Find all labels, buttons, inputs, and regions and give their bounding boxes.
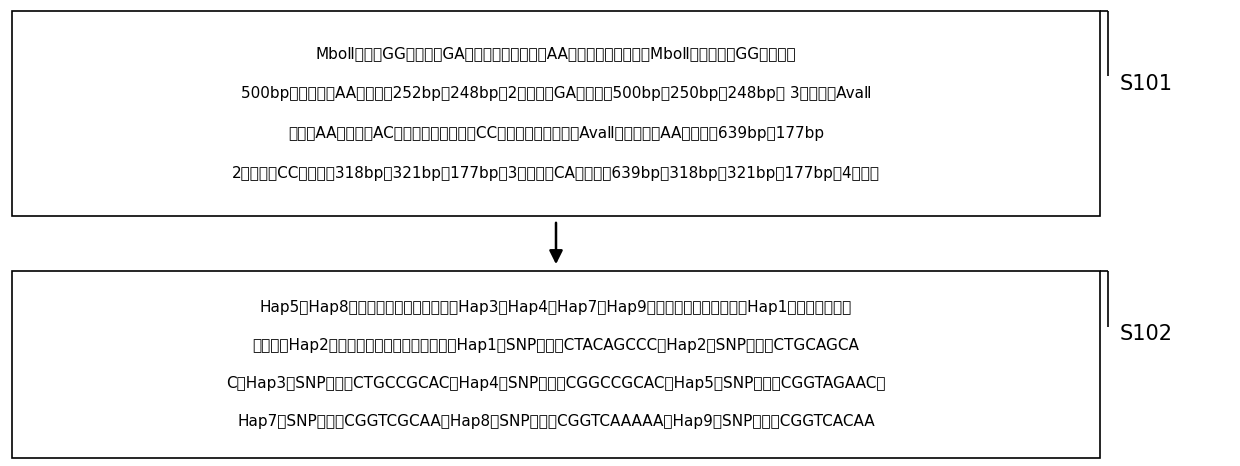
Text: 500bp一个片段，AA基因型为252bp、248bp的2个片段，GA基因型为500bp、250bp、248bp的 3个片段；AvaⅡ: 500bp一个片段，AA基因型为252bp、248bp的2个片段，GA基因型为5… (241, 86, 872, 101)
Text: 标记的AA基因型与AC基因型为无尾性状，CC基因型为有尾性状。AvaⅡ检测标记的AA基因型为639bp、177bp: 标记的AA基因型与AC基因型为无尾性状，CC基因型为有尾性状。AvaⅡ检测标记的… (288, 126, 825, 141)
Text: 单倍型，Hap2是有尾性状优势单倍型。其中，Hap1的SNP组合为CTACAGCCC，Hap2的SNP组合为CTGCAGCA: 单倍型，Hap2是有尾性状优势单倍型。其中，Hap1的SNP组合为CTACAGC… (253, 338, 859, 353)
Text: Hap7的SNP组合为CGGTCGCAA，Hap8的SNP组合为CGGTCAAAAA，Hap9的SNP组合为CGGTCACAA: Hap7的SNP组合为CGGTCGCAA，Hap8的SNP组合为CGGTCAAA… (237, 414, 874, 429)
Text: C，Hap3的SNP组合为CTGCCGCAC，Hap4的SNP组合为CGGCCGCAC，Hap5的SNP组合为CGGTAGAAC，: C，Hap3的SNP组合为CTGCCGCAC，Hap4的SNP组合为CGGCCG… (226, 376, 885, 391)
Text: Hap5和Hap8是无尾鸡性状特有单倍型，Hap3、Hap4、Hap7、Hap9是有尾性状特有单倍型，Hap1是无尾性状优势: Hap5和Hap8是无尾鸡性状特有单倍型，Hap3、Hap4、Hap7、Hap9… (260, 300, 852, 315)
Text: 2个片段，CC基因型为318bp、321bp和177bp的3个片段，CA基因型为639bp、318bp、321bp和177bp的4个片段: 2个片段，CC基因型为318bp、321bp和177bp的3个片段，CA基因型为… (232, 166, 880, 181)
Bar (12, 271, 1100, 458)
Text: S102: S102 (1120, 324, 1173, 344)
Bar (12, 11, 1100, 216)
Text: MboⅡ标记的GG基因型与GA基因型为无尾性状，AA基因型为有尾性状。MboⅡ检测标记的GG基因型为: MboⅡ标记的GG基因型与GA基因型为无尾性状，AA基因型为有尾性状。MboⅡ检… (316, 46, 796, 61)
Text: S101: S101 (1120, 74, 1173, 94)
